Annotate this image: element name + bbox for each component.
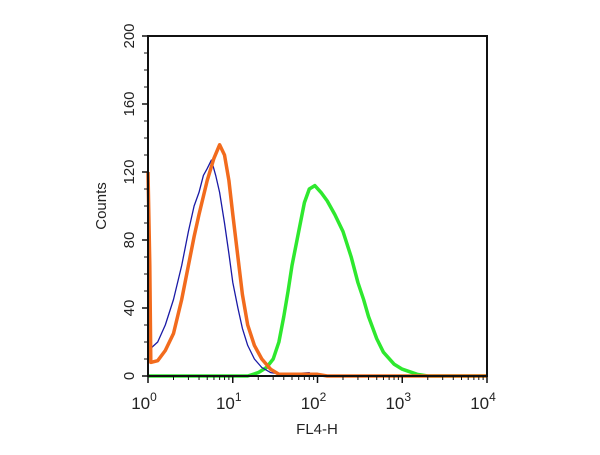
x-tick-label: 104 [470, 390, 496, 413]
x-axis-label: FL4-H [296, 421, 338, 438]
x-tick-exp: 4 [489, 390, 496, 404]
x-tick-exp: 0 [150, 390, 157, 404]
x-tick-exp: 2 [320, 390, 327, 404]
series-orange-line [146, 143, 487, 378]
x-tick-label: 100 [131, 390, 157, 413]
y-axis-label: Counts [93, 182, 110, 230]
x-tick-label: 103 [385, 390, 411, 413]
series-green-line [148, 183, 487, 378]
y-tick-label: 120 [121, 159, 138, 184]
series-blue-line [147, 35, 487, 377]
plot-frame [147, 35, 488, 377]
y-tick-label: 80 [121, 232, 138, 249]
y-tick-label: 160 [121, 91, 138, 116]
x-tick-base: 10 [385, 394, 404, 413]
y-tick-label: 0 [121, 372, 138, 380]
series-layer [146, 35, 487, 378]
x-tick-base: 10 [470, 394, 489, 413]
x-tick-exp: 1 [235, 390, 242, 404]
x-tick-base: 10 [216, 394, 235, 413]
x-tick-base: 10 [301, 394, 320, 413]
y-tick-label: 40 [121, 300, 138, 317]
x-tick-base: 10 [131, 394, 150, 413]
y-tick-label: 200 [121, 23, 138, 48]
x-tick-exp: 3 [404, 390, 411, 404]
x-tick-label: 101 [216, 390, 242, 413]
x-tick-label: 102 [301, 390, 327, 413]
